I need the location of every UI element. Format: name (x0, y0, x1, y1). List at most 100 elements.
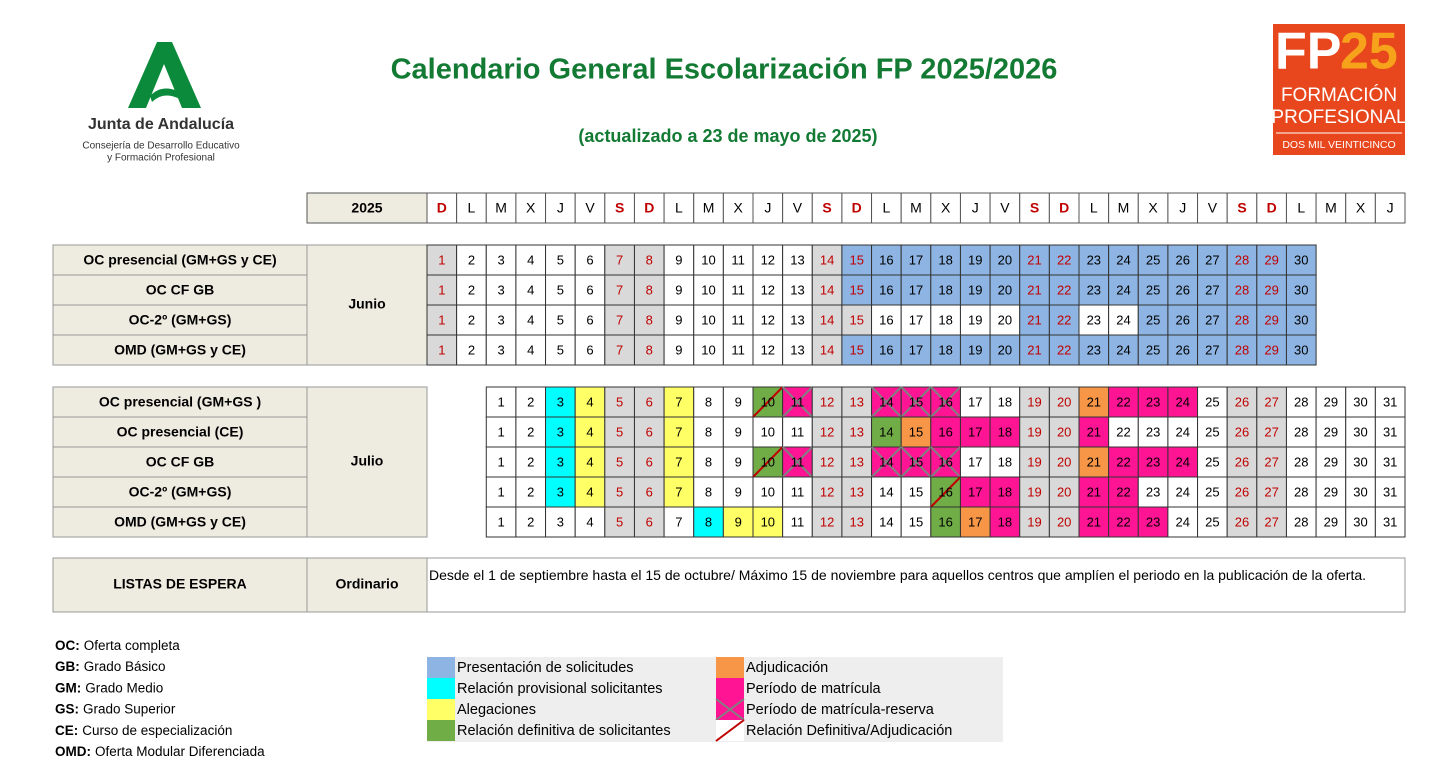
day-number: 4 (586, 424, 593, 439)
day-number: 23 (1146, 424, 1160, 439)
month-label: Junio (348, 296, 385, 312)
day-cell (1019, 334, 1050, 366)
day-cell (515, 446, 547, 478)
weekday: L (468, 200, 476, 216)
day-number: 9 (675, 252, 682, 267)
day-cell (1078, 416, 1110, 448)
day-number: 26 (1235, 484, 1249, 499)
day-cell (1048, 506, 1080, 538)
day-number: 19 (968, 312, 982, 327)
weekday: M (703, 200, 715, 216)
weekday-cell (1137, 192, 1169, 224)
legend-label: Presentación de solicitudes (457, 660, 634, 676)
day-number: 21 (1087, 454, 1101, 469)
day-number: 1 (497, 424, 504, 439)
day-number: 23 (1146, 514, 1160, 529)
day-cell (545, 416, 576, 448)
day-cell (1345, 476, 1376, 508)
day-number: 7 (616, 282, 623, 297)
day-number: 27 (1205, 342, 1219, 357)
day-number: 19 (1027, 424, 1041, 439)
day-number: 16 (938, 424, 952, 439)
day-number: 29 (1264, 282, 1278, 297)
day-cell (1374, 386, 1406, 418)
day-cell (811, 506, 843, 538)
day-number: 13 (790, 312, 804, 327)
day-number: 29 (1324, 424, 1338, 439)
day-number: 17 (909, 252, 923, 267)
weekday-cell (900, 192, 932, 224)
day-cell (485, 446, 517, 478)
day-cell (693, 506, 724, 538)
day-number: 10 (761, 484, 775, 499)
day-number: 26 (1175, 252, 1189, 267)
day-number: 16 (938, 394, 952, 409)
row-label-cell (52, 506, 308, 538)
day-number: 28 (1235, 342, 1249, 357)
day-cell (959, 416, 991, 448)
day-number: 8 (705, 394, 712, 409)
day-number: 5 (557, 282, 564, 297)
day-number: 14 (879, 484, 893, 499)
day-cell (989, 446, 1021, 478)
day-number: 30 (1353, 424, 1367, 439)
day-number: 7 (616, 252, 623, 267)
weekday: D (1267, 200, 1277, 216)
day-number: 20 (998, 282, 1012, 297)
day-cell (1197, 476, 1228, 508)
day-number: 15 (849, 342, 863, 357)
cross-line (870, 446, 902, 478)
day-cell (633, 334, 665, 366)
day-number: 5 (557, 312, 564, 327)
weekday: X (526, 200, 536, 216)
day-cell (1315, 506, 1347, 538)
day-number: 25 (1205, 454, 1219, 469)
day-number: 27 (1264, 394, 1278, 409)
day-number: 10 (701, 312, 715, 327)
day-number: 11 (791, 424, 805, 439)
weekday: D (644, 200, 654, 216)
row-label-cell (52, 416, 308, 448)
day-cell (1048, 304, 1080, 336)
abbreviation: CE: Curso de especialización (55, 722, 232, 737)
day-number: 10 (761, 424, 775, 439)
day-number: 29 (1324, 484, 1338, 499)
weekday: X (1356, 200, 1366, 216)
day-number: 3 (557, 514, 564, 529)
slash-line (752, 386, 784, 418)
abbreviation-key: GB: (55, 659, 80, 674)
day-number: 16 (879, 342, 893, 357)
day-number: 5 (616, 424, 623, 439)
day-number: 23 (1146, 484, 1160, 499)
day-number: 2 (468, 312, 475, 327)
day-cell (485, 476, 517, 508)
weekday-cell (545, 192, 576, 224)
day-number: 28 (1294, 454, 1308, 469)
day-number: 29 (1264, 312, 1278, 327)
day-number: 9 (675, 312, 682, 327)
day-cell (693, 334, 724, 366)
day-number: 18 (938, 342, 952, 357)
waiting-type-cell (306, 557, 428, 613)
day-number: 21 (1087, 484, 1101, 499)
day-number: 9 (735, 454, 742, 469)
day-number: 27 (1205, 252, 1219, 267)
day-cell (1167, 334, 1199, 366)
weekday-cell (1256, 192, 1287, 224)
abbreviation: OMD: Oferta Modular Diferenciada (55, 744, 265, 759)
fp-logo-line: FORMACIÓN (1281, 84, 1397, 106)
weekday: M (495, 200, 507, 216)
legend-swatch (427, 720, 455, 741)
day-number: 20 (1057, 394, 1071, 409)
day-number: 13 (849, 514, 863, 529)
day-cell (1197, 304, 1228, 336)
day-number: 8 (646, 342, 653, 357)
day-number: 30 (1353, 394, 1367, 409)
day-cell (722, 304, 754, 336)
day-cell (1285, 416, 1317, 448)
day-cell (426, 274, 458, 306)
day-number: 21 (1087, 514, 1101, 529)
day-number: 12 (820, 394, 834, 409)
weekday-cell (1226, 192, 1258, 224)
